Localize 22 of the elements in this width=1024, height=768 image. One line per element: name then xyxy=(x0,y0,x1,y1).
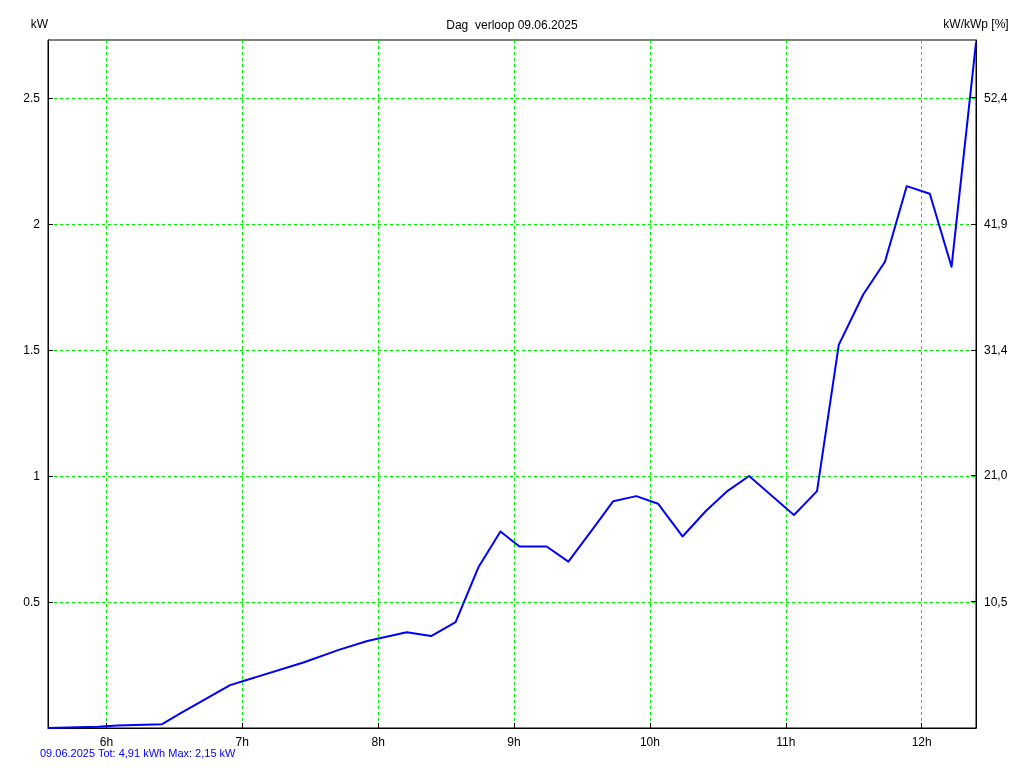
text: 09.06.2025 Tot: 4,91 kWh Max: 2,15 kW xyxy=(40,746,237,759)
chart-title: Dag verloop 09.06.2025 xyxy=(446,18,579,32)
y2-tick-label: 10,5 xyxy=(984,594,1008,609)
x-tick-label: 10h xyxy=(639,735,660,749)
x-tick-label: 12h xyxy=(911,735,932,749)
y-tick-label: 1.5 xyxy=(23,342,41,357)
x-tick-label: 11h xyxy=(776,735,796,749)
y-tick-label: 0.5 xyxy=(23,594,41,609)
x-tick-label: 9h xyxy=(507,735,521,749)
y-tick-label: 1 xyxy=(33,468,41,483)
x-tick-label: 7h xyxy=(235,735,249,749)
line-series xyxy=(47,41,977,729)
x-tick-label: 8h xyxy=(371,735,385,749)
y2-tick-label: 31,4 xyxy=(984,343,1008,358)
y-axis-title: kW xyxy=(30,17,49,31)
y-tick-label: 2.5 xyxy=(23,90,41,105)
y2-tick-label: 41,9 xyxy=(984,217,1008,232)
y2-tick-label: 21,0 xyxy=(984,468,1008,483)
y-tick-label: 2 xyxy=(33,216,41,231)
y2-tick-label: 52,4 xyxy=(984,90,1008,105)
x-tick-label: 6h xyxy=(99,735,114,749)
y2-axis-title: kW/kWp [%] xyxy=(943,17,1009,31)
